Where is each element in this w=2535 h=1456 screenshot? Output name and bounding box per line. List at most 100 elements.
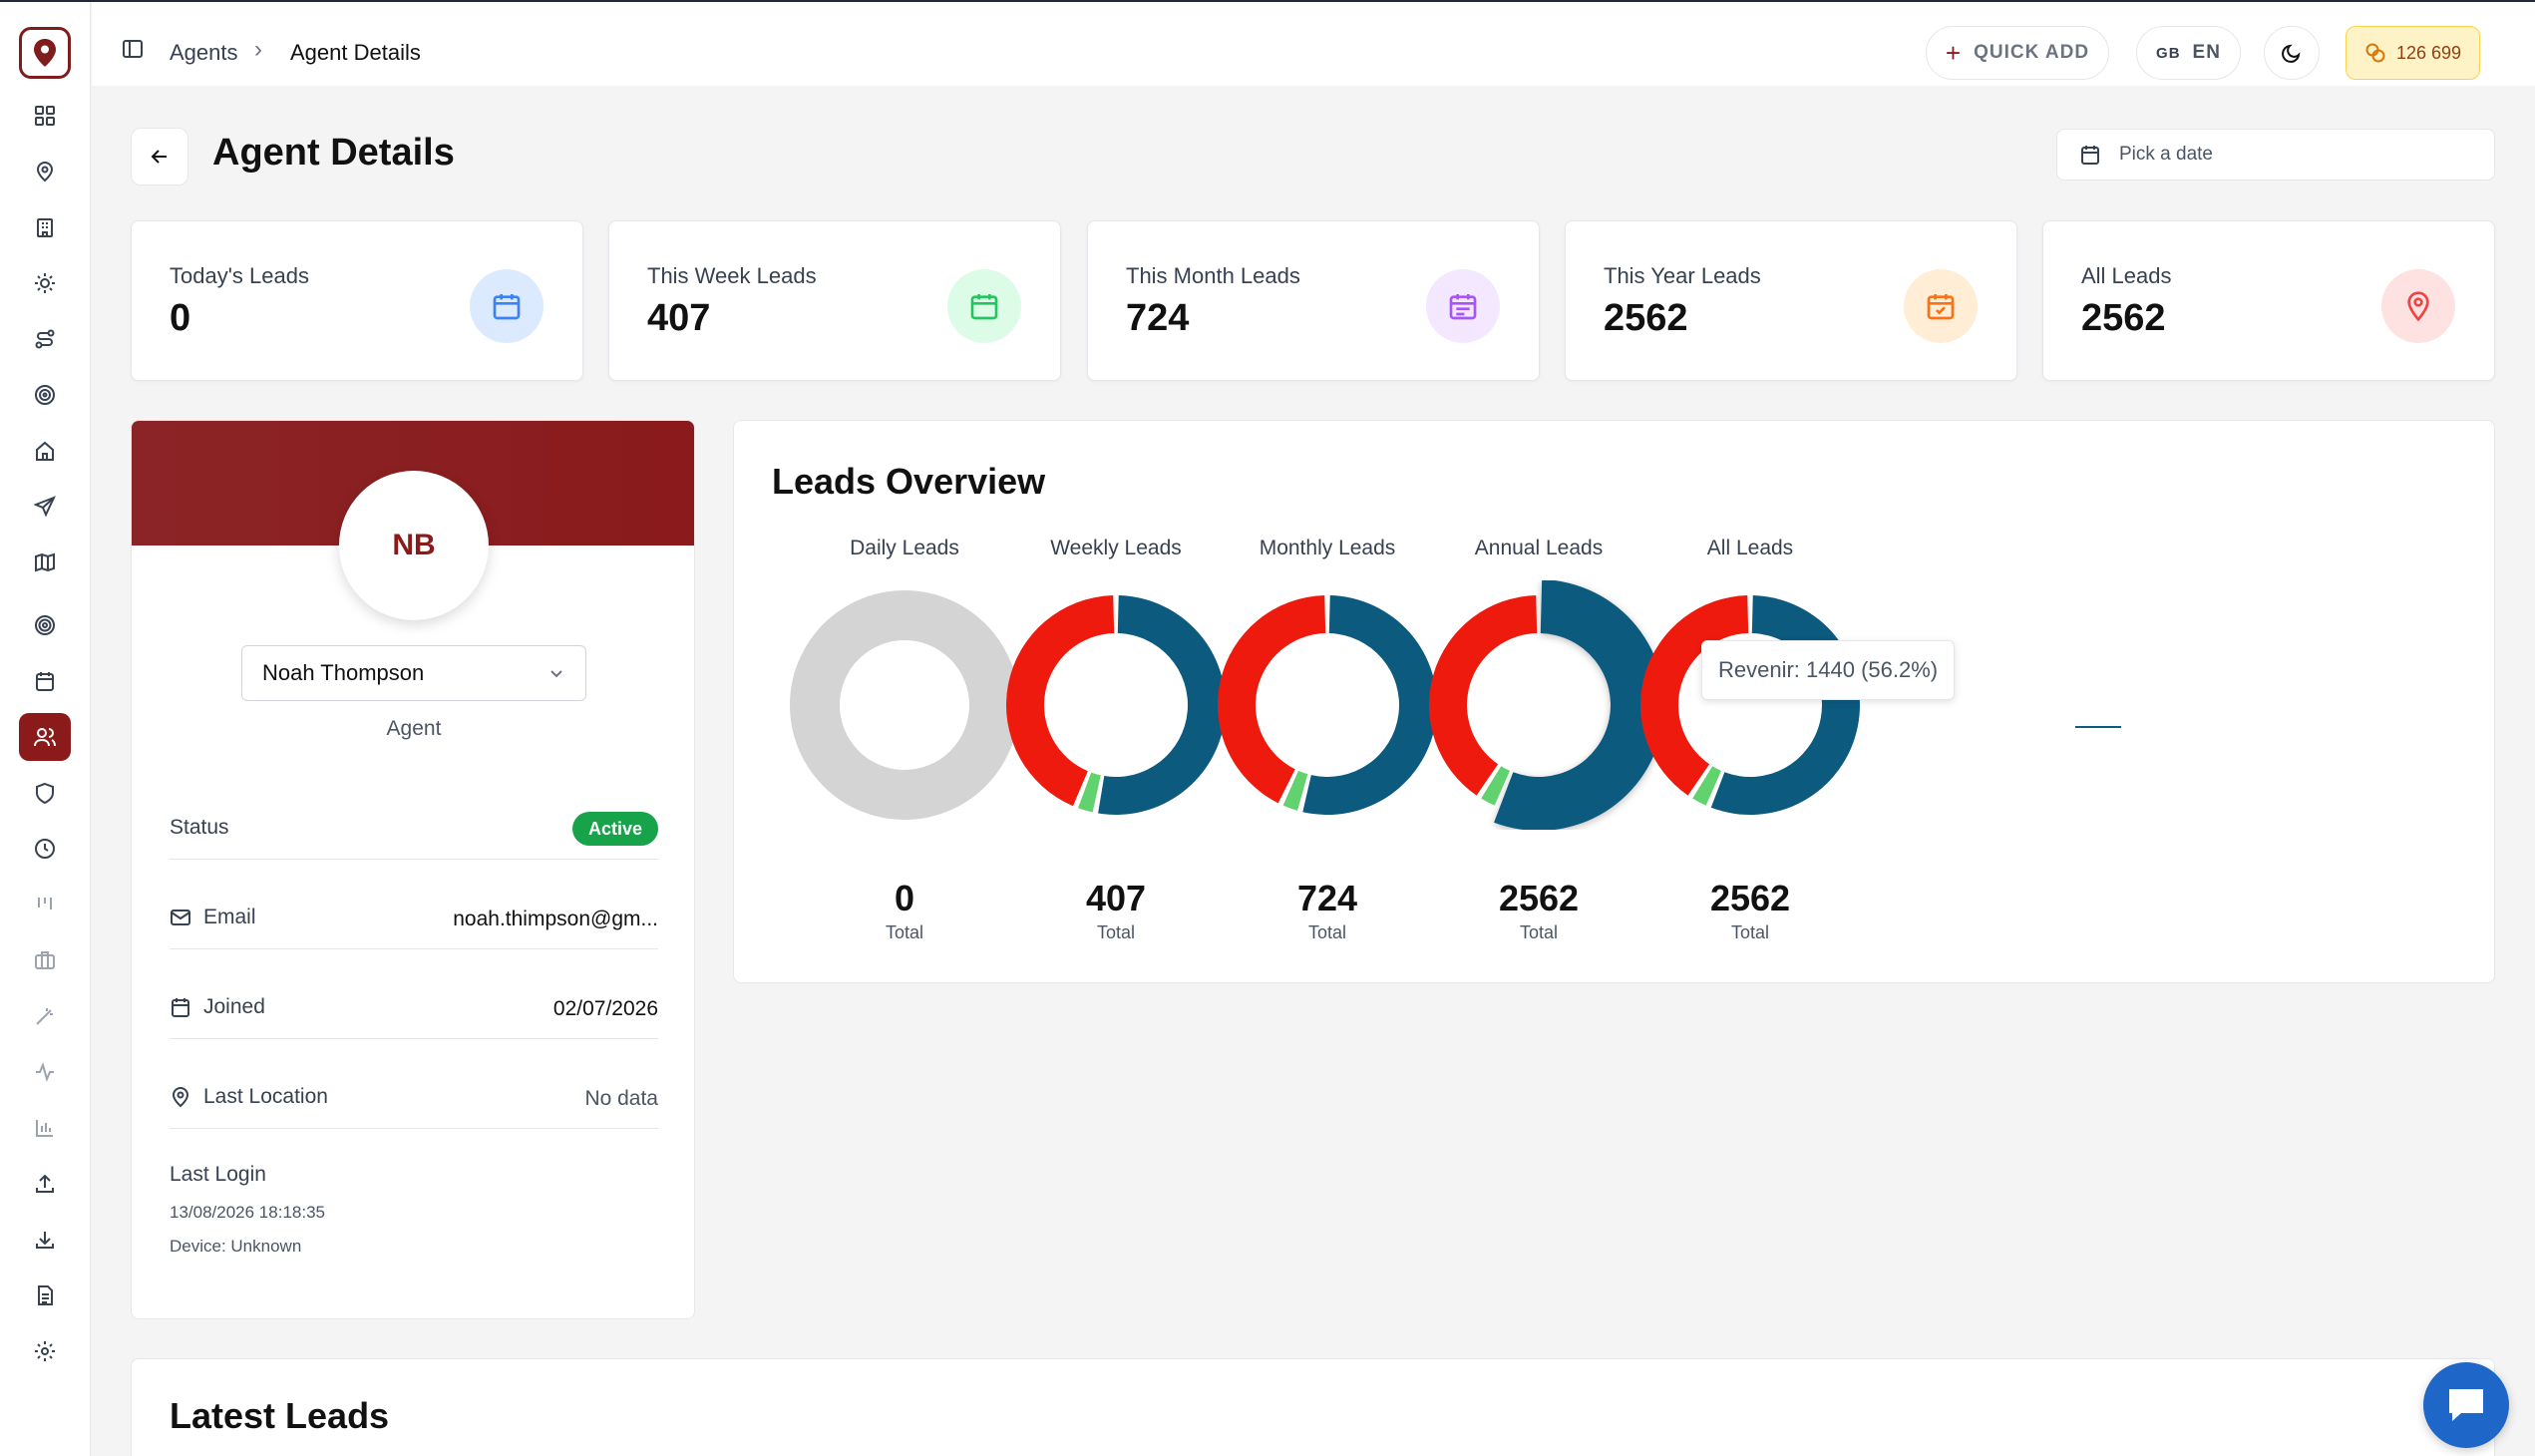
last-login-label: Last Login (170, 1163, 266, 1186)
download-icon[interactable] (19, 1216, 71, 1264)
chart-total-value: 2562 (1709, 878, 1791, 918)
chart-title: Monthly Leads (1259, 537, 1396, 559)
sun-icon[interactable] (19, 259, 71, 307)
stat-label: This Week Leads (647, 263, 817, 288)
map-icon[interactable] (19, 539, 71, 586)
donut-slice-red[interactable] (1640, 595, 1749, 796)
donut-chart: Annual Leads 2562 Total (1389, 421, 1688, 984)
chart-title: All Leads (1706, 537, 1794, 559)
document-icon[interactable] (19, 1272, 71, 1319)
status-badge: Active (571, 812, 658, 846)
calendar-icon[interactable] (19, 657, 71, 705)
chart-total-value: 0 (894, 878, 915, 918)
dashboard-icon[interactable] (19, 92, 71, 140)
joined-label: Joined (203, 995, 265, 1018)
donut-slice-blue[interactable] (1494, 580, 1663, 830)
donut-svg[interactable] (991, 580, 1241, 830)
chart-total-label: Total (1519, 922, 1559, 942)
back-button[interactable] (131, 128, 188, 185)
chart-title: Weekly Leads (1050, 537, 1182, 559)
shield-icon[interactable] (19, 769, 71, 817)
stat-card-week: This Week Leads 407 (608, 220, 1061, 381)
status-label: Status (170, 816, 229, 839)
donut-svg[interactable] (1626, 580, 1875, 830)
chart-total-value: 724 (1296, 878, 1358, 918)
latest-leads-card: Latest Leads (131, 1358, 2495, 1456)
home-icon[interactable] (19, 427, 71, 475)
donut-slice-green[interactable] (1078, 772, 1101, 813)
activity-icon[interactable] (19, 1048, 71, 1096)
email-value: noah.thimpson@gm... (453, 908, 658, 930)
tooltip-connector (2075, 726, 2121, 728)
donut-slice-red[interactable] (1429, 595, 1538, 796)
stat-card-month: This Month Leads 724 (1087, 220, 1540, 381)
language-code: EN (2192, 42, 2221, 63)
window-top-border (0, 0, 2535, 2)
arrow-left-icon (151, 150, 167, 164)
magic-wand-icon[interactable] (19, 992, 71, 1040)
map-pin-logo-icon (34, 39, 56, 67)
map-pin-icon (2381, 269, 2455, 343)
building-icon[interactable] (19, 203, 71, 251)
breadcrumb-separator-icon: › (254, 36, 262, 63)
donut-slice-green[interactable] (1282, 770, 1308, 811)
stat-label: This Year Leads (1604, 263, 1761, 288)
joined-row: Joined 02/07/2026 (170, 979, 658, 1039)
briefcase-icon[interactable] (19, 936, 71, 984)
chart-total-label: Total (1307, 922, 1347, 942)
date-picker[interactable]: Pick a date (2056, 129, 2495, 181)
avatar: NB (339, 471, 489, 620)
donut-slice-red[interactable] (1218, 595, 1326, 804)
kanban-icon[interactable] (19, 881, 71, 928)
quick-add-label: QUICK ADD (1974, 42, 2090, 63)
chart-total-value: 407 (1085, 878, 1147, 918)
agent-select[interactable]: Noah Thompson (241, 645, 586, 701)
chat-button[interactable] (2423, 1362, 2509, 1448)
page-title: Agent Details (212, 132, 455, 174)
donut-slice-green[interactable] (1481, 766, 1510, 806)
map-pin-icon[interactable] (19, 148, 71, 195)
agents-icon[interactable] (19, 713, 71, 761)
email-label: Email (203, 906, 256, 928)
joined-value: 02/07/2026 (552, 997, 658, 1020)
leads-overview-card: Leads Overview Daily Leads 0 Total Weekly L… (733, 420, 2495, 983)
stat-label: All Leads (2081, 263, 2172, 288)
settings-icon[interactable] (19, 1327, 71, 1375)
plus-icon: + (1945, 37, 1963, 68)
donut-chart: All Leads 2562 Total (1601, 421, 1900, 984)
stat-value: 0 (170, 297, 191, 339)
clock-icon[interactable] (19, 825, 71, 873)
donut-svg[interactable] (780, 580, 1029, 830)
donut-slice-blue[interactable] (1302, 595, 1437, 815)
target-icon[interactable] (19, 371, 71, 419)
donut-svg[interactable] (1203, 580, 1452, 830)
sidebar-toggle-icon[interactable] (122, 38, 144, 65)
app-logo[interactable] (19, 27, 71, 79)
points-badge[interactable]: 126 699 (2346, 26, 2480, 80)
last-location-row: Last Location No data (170, 1069, 658, 1129)
chart-title: Daily Leads (850, 537, 959, 559)
theme-toggle-button[interactable] (2264, 26, 2320, 80)
donut-slice-red[interactable] (1006, 595, 1115, 807)
stat-value: 724 (1126, 297, 1190, 339)
language-button[interactable]: GB EN (2136, 26, 2241, 80)
radar-icon[interactable] (19, 601, 71, 649)
empty-ring (790, 590, 1019, 820)
calendar-icon (172, 998, 189, 1017)
agent-select-value: Noah Thompson (262, 660, 425, 685)
donut-slice-green[interactable] (1692, 766, 1721, 806)
bar-chart-icon[interactable] (19, 1104, 71, 1152)
upload-icon[interactable] (19, 1160, 71, 1208)
calendar-icon (470, 269, 543, 343)
chart-total-label: Total (1730, 922, 1770, 942)
coins-icon (2365, 43, 2385, 63)
latest-leads-title: Latest Leads (170, 1395, 390, 1436)
donut-svg[interactable] (1414, 580, 1663, 830)
donut-slice-blue[interactable] (1098, 595, 1226, 815)
route-icon[interactable] (19, 315, 71, 363)
breadcrumb-agents[interactable]: Agents (170, 40, 238, 65)
leads-overview-title: Leads Overview (772, 461, 1046, 502)
send-icon[interactable] (19, 483, 71, 531)
calendar-icon (2081, 146, 2099, 165)
quick-add-button[interactable]: + QUICK ADD (1926, 26, 2109, 80)
